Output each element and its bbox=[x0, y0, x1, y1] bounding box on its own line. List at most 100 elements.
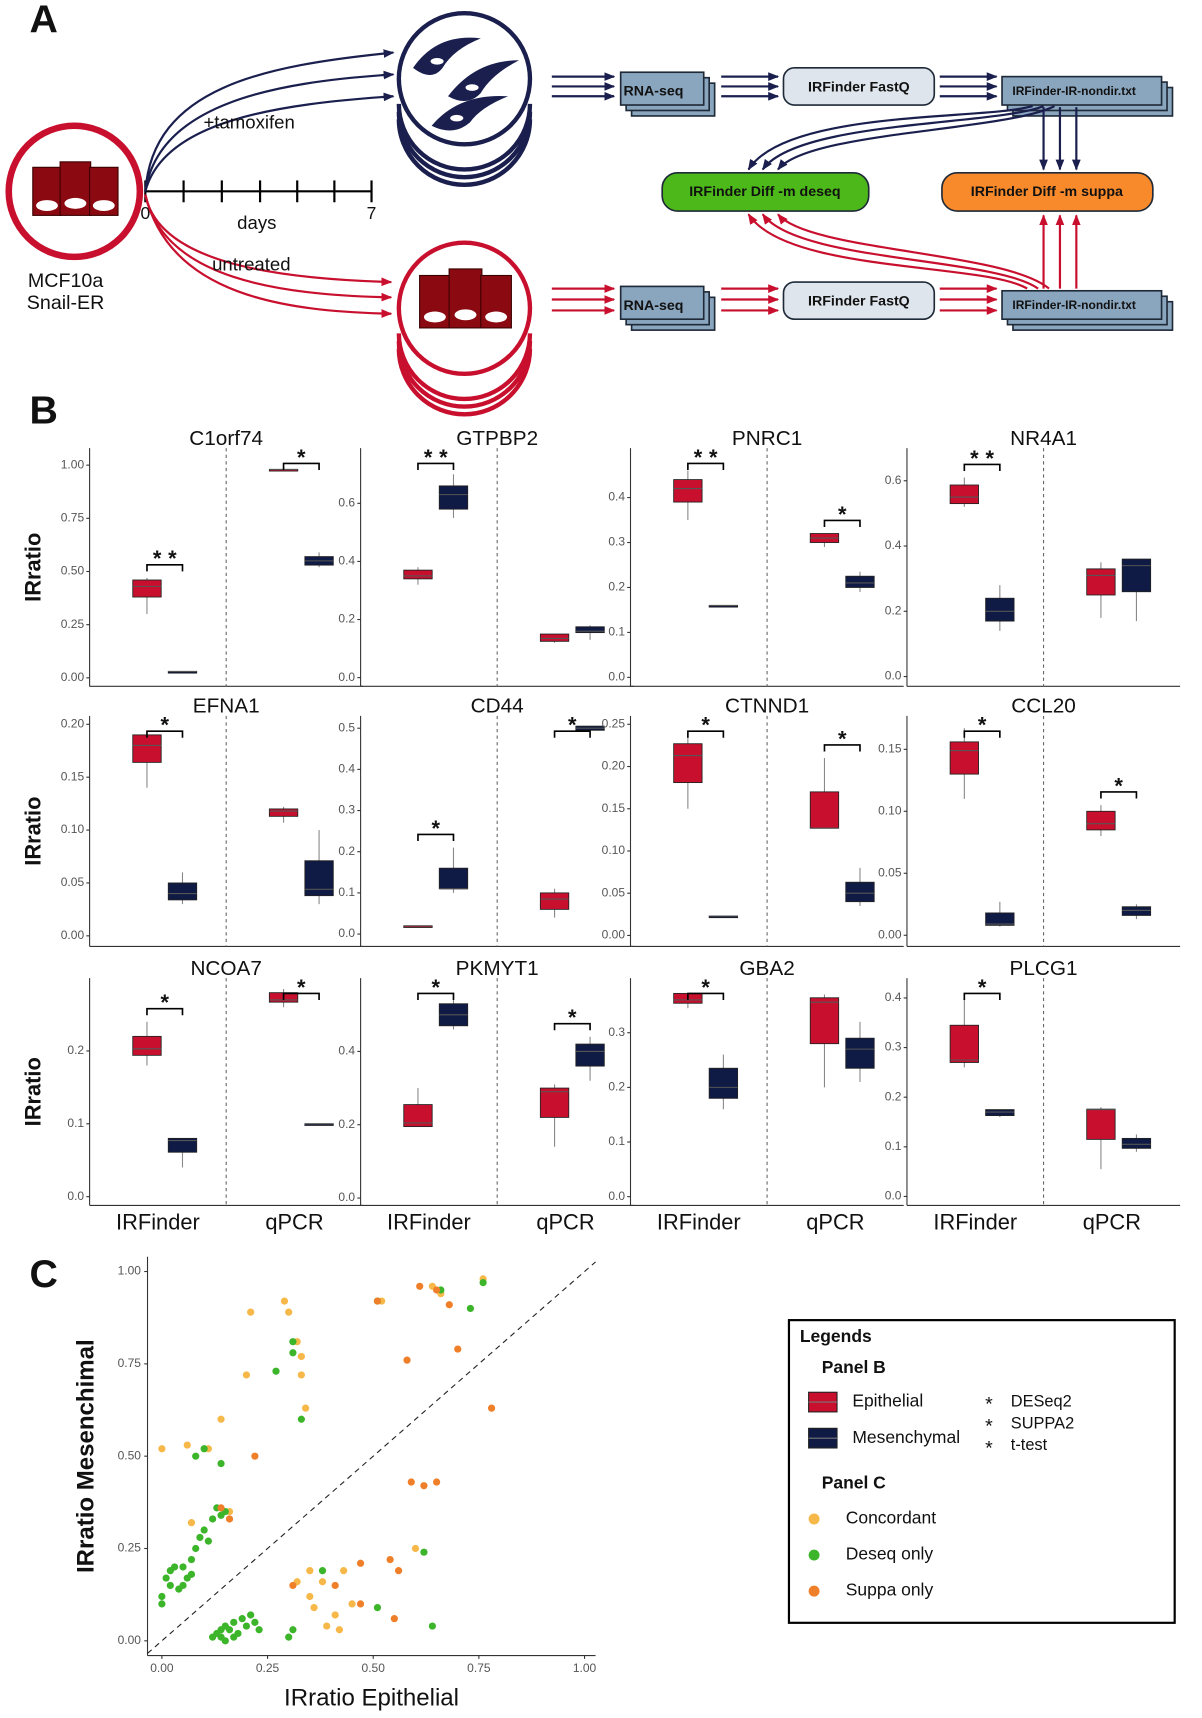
box bbox=[132, 1035, 162, 1056]
point bbox=[272, 1367, 280, 1375]
point bbox=[420, 1548, 428, 1556]
x-label: qPCR bbox=[1083, 1210, 1141, 1235]
y-tick-label: 0.15 bbox=[878, 741, 902, 755]
y-tick-label: 0.0 bbox=[338, 926, 355, 940]
point bbox=[407, 1478, 415, 1486]
legend-title: Legends bbox=[800, 1326, 872, 1346]
x-tick-label: 0.50 bbox=[362, 1661, 386, 1675]
y-tick-label: 0.05 bbox=[878, 865, 902, 879]
y-tick-label: 0.00 bbox=[118, 1633, 142, 1647]
point bbox=[331, 1581, 339, 1590]
point bbox=[158, 1445, 166, 1453]
y-tick-label: 0.1 bbox=[885, 1139, 902, 1153]
y-axis-label: IRratio bbox=[21, 1057, 46, 1126]
diff-box bbox=[941, 171, 1154, 212]
point bbox=[487, 1404, 496, 1412]
legend-label: Deseq only bbox=[846, 1544, 934, 1564]
box bbox=[708, 1067, 739, 1099]
sig-bracket bbox=[687, 730, 725, 738]
y-tick-label: 0.00 bbox=[61, 928, 85, 942]
box bbox=[539, 633, 570, 642]
sig-bracket bbox=[553, 1022, 591, 1031]
gene-title: PLCG1 bbox=[1010, 957, 1078, 980]
sig-bracket bbox=[146, 563, 184, 572]
point bbox=[196, 1533, 204, 1542]
nuclei bbox=[423, 309, 508, 323]
cell-line: MCF10a bbox=[28, 270, 103, 292]
point bbox=[251, 1618, 259, 1626]
timeline-label: 7 bbox=[367, 203, 377, 223]
y-tick-label: 0.2 bbox=[338, 1117, 355, 1131]
sig-bracket bbox=[146, 1007, 184, 1016]
point bbox=[356, 1600, 365, 1608]
y-tick-label: 0.3 bbox=[608, 1025, 625, 1039]
step-label: RNA-seq bbox=[623, 84, 683, 100]
point bbox=[187, 1555, 196, 1564]
diff-label: IRFinder Diff -m deseq bbox=[689, 184, 840, 200]
legend-star: * bbox=[985, 1394, 993, 1416]
point bbox=[390, 1615, 398, 1623]
gene-title: C1orf74 bbox=[189, 427, 263, 450]
x-axis-label: IRratio Epithelial bbox=[284, 1685, 459, 1712]
diff-label: IRFinder Diff -m suppa bbox=[971, 184, 1123, 200]
point bbox=[162, 1574, 170, 1582]
point bbox=[285, 1633, 293, 1641]
box bbox=[949, 1024, 979, 1063]
point bbox=[158, 1600, 166, 1608]
legend-dot bbox=[808, 1585, 820, 1597]
y-tick-label: 0.20 bbox=[602, 759, 626, 773]
treatment-label: +tamoxifen bbox=[203, 112, 294, 133]
y-tick-label: 0.10 bbox=[61, 822, 85, 836]
box bbox=[845, 881, 875, 903]
step-label: IRFinder-IR-nondir.txt bbox=[1012, 298, 1135, 312]
sig-star: * bbox=[701, 713, 710, 738]
point bbox=[301, 1404, 310, 1412]
point bbox=[170, 1563, 179, 1571]
gene-title: CCL20 bbox=[1011, 695, 1076, 718]
point bbox=[297, 1415, 305, 1423]
y-tick-label: 0.0 bbox=[885, 669, 902, 683]
nuclei bbox=[430, 58, 479, 122]
sig-star: * bbox=[431, 975, 440, 1000]
treatment-label: untreated bbox=[212, 254, 290, 275]
y-tick-label: 0.25 bbox=[61, 617, 85, 631]
point bbox=[335, 1626, 344, 1634]
y-tick-label: 0.3 bbox=[338, 803, 355, 817]
point bbox=[386, 1555, 394, 1564]
box bbox=[1086, 1108, 1116, 1140]
y-tick-label: 0.75 bbox=[61, 510, 85, 524]
sig-star: * bbox=[160, 713, 169, 738]
point bbox=[187, 1519, 196, 1527]
point bbox=[217, 1415, 225, 1423]
box bbox=[268, 808, 299, 817]
sig-bracket bbox=[417, 833, 455, 842]
legend-label: Epithelial bbox=[852, 1391, 923, 1411]
point bbox=[179, 1581, 187, 1590]
box bbox=[985, 597, 1015, 622]
x-label: IRFinder bbox=[387, 1210, 471, 1235]
legend-label: Mesenchymal bbox=[852, 1427, 960, 1447]
point bbox=[433, 1286, 441, 1294]
y-tick-label: 0.1 bbox=[608, 1134, 625, 1148]
sig-star: * bbox=[838, 726, 847, 751]
y-tick-label: 0.00 bbox=[878, 927, 902, 941]
cell-line: Snail-ER bbox=[27, 292, 105, 314]
sig-star: * bbox=[978, 975, 987, 1000]
gene-title: CD44 bbox=[471, 695, 524, 718]
gene-title: GTPBP2 bbox=[456, 427, 538, 450]
panel-label: A bbox=[30, 0, 58, 41]
legend-box bbox=[787, 1319, 1176, 1624]
box bbox=[575, 626, 605, 634]
sig-star: * bbox=[709, 445, 718, 470]
point bbox=[255, 1626, 263, 1634]
sig-bracket bbox=[963, 730, 1001, 738]
legend-label: t-test bbox=[1011, 1436, 1048, 1454]
y-tick-label: 0.2 bbox=[338, 612, 355, 626]
sig-star: * bbox=[297, 445, 306, 470]
box bbox=[1121, 906, 1152, 916]
sig-star: * bbox=[568, 713, 577, 738]
box bbox=[167, 1137, 198, 1153]
point bbox=[411, 1544, 420, 1553]
point bbox=[204, 1537, 212, 1545]
